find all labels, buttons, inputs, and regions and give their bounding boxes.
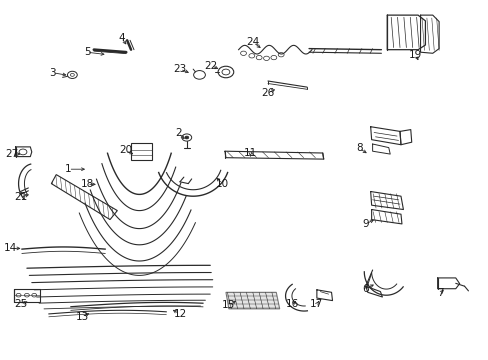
Circle shape xyxy=(184,136,188,139)
Text: 9: 9 xyxy=(362,219,368,229)
Text: 21: 21 xyxy=(14,192,27,202)
Text: 8: 8 xyxy=(355,143,362,153)
Text: 18: 18 xyxy=(80,179,94,189)
Text: 1: 1 xyxy=(65,164,72,174)
Text: 20: 20 xyxy=(120,145,132,156)
Text: 7: 7 xyxy=(436,288,443,298)
Text: 3: 3 xyxy=(49,68,56,78)
Text: 24: 24 xyxy=(246,37,260,48)
Text: 17: 17 xyxy=(309,299,323,309)
Text: 14: 14 xyxy=(4,243,18,253)
Bar xyxy=(131,143,151,160)
Text: 27: 27 xyxy=(5,149,19,159)
Text: 10: 10 xyxy=(216,179,228,189)
Text: 15: 15 xyxy=(222,300,235,310)
Text: 2: 2 xyxy=(175,128,182,138)
Text: 6: 6 xyxy=(362,284,368,294)
Text: 4: 4 xyxy=(118,33,124,43)
Text: 5: 5 xyxy=(83,47,90,57)
Text: 23: 23 xyxy=(173,64,186,74)
Text: 26: 26 xyxy=(261,88,274,98)
PathPatch shape xyxy=(225,292,279,309)
Text: 19: 19 xyxy=(408,50,422,60)
Text: 12: 12 xyxy=(173,309,186,319)
Text: 16: 16 xyxy=(285,299,299,309)
Text: 11: 11 xyxy=(243,148,257,158)
Text: 22: 22 xyxy=(204,60,218,71)
Text: 13: 13 xyxy=(75,312,89,322)
Text: 25: 25 xyxy=(14,299,27,309)
